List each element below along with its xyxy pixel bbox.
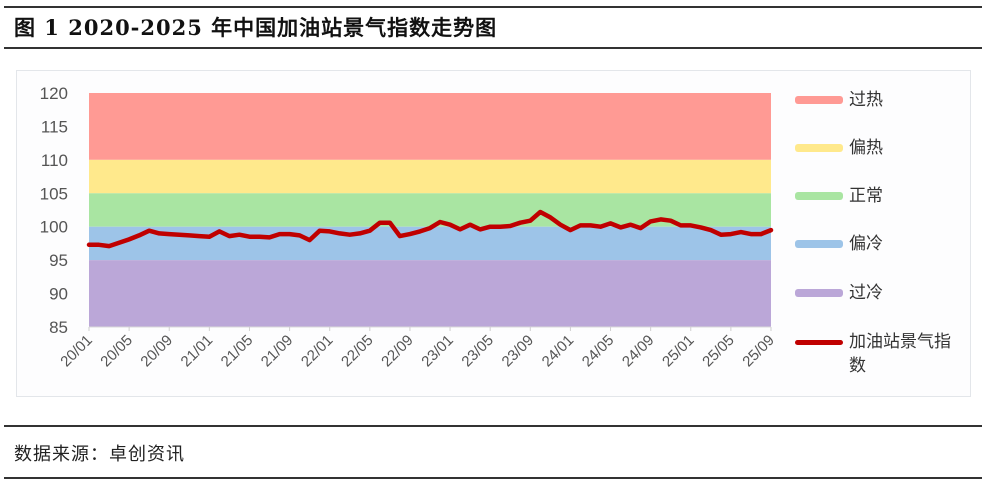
legend-item-warm: 偏热	[795, 136, 961, 160]
band-过热	[89, 93, 771, 160]
bottom-rule	[4, 477, 982, 479]
swatch-cool	[795, 240, 843, 248]
x-axis: 20/01 20/05 20/09 21/01 21/05 21/09 22/01 22/05…	[57, 326, 778, 371]
swatch-warm	[795, 144, 843, 152]
threshold-bands	[89, 93, 771, 327]
band-偏热	[89, 159, 771, 194]
swatch-overheat	[795, 96, 843, 104]
x-tick-label: 20/05	[97, 332, 136, 371]
legend-item-normal: 正常	[795, 184, 961, 208]
figure-title: 图 1 2020-2025 年中国加油站景气指数走势图	[14, 15, 498, 40]
legend-label: 偏冷	[849, 234, 883, 254]
band-偏冷	[89, 226, 771, 261]
x-tick-label: 23/05	[458, 332, 497, 371]
x-tick-label: 21/01	[178, 332, 217, 371]
legend-item-index: 加油站景气指数	[795, 330, 961, 378]
x-tick-label: 24/09	[619, 332, 658, 371]
y-tick-label: 95	[49, 251, 68, 270]
x-tick-label: 21/09	[258, 332, 297, 371]
legend-label: 正常	[849, 186, 883, 206]
legend-label: 偏热	[849, 138, 883, 158]
index-line	[86, 209, 774, 249]
y-tick-label: 90	[49, 285, 68, 304]
legend-item-cool: 偏冷	[795, 232, 961, 256]
x-tick-label: 20/09	[137, 332, 176, 371]
legend-label: 过冷	[849, 283, 883, 303]
title-rule	[4, 47, 982, 49]
swatch-normal	[795, 192, 843, 200]
legend-label: 加油站景气指数	[849, 332, 951, 376]
x-tick-label: 22/09	[378, 332, 417, 371]
x-tick-label: 23/09	[499, 332, 538, 371]
y-tick-label: 105	[40, 184, 68, 203]
x-tick-label: 24/05	[579, 332, 618, 371]
legend-label: 过热	[849, 90, 883, 110]
x-tick-label: 22/05	[338, 332, 377, 371]
legend-item-overcold: 过冷	[795, 281, 961, 305]
source-top-rule	[4, 425, 982, 427]
x-tick-label: 25/01	[659, 332, 698, 371]
swatch-index-line	[795, 340, 843, 345]
y-tick-label: 120	[40, 84, 68, 103]
x-tick-label: 20/01	[57, 332, 96, 371]
swatch-overcold	[795, 289, 843, 297]
top-rule	[4, 6, 982, 8]
x-tick-label: 21/05	[218, 332, 257, 371]
y-tick-label: 110	[41, 151, 68, 170]
x-tick-label: 23/01	[418, 332, 457, 371]
y-axis: 85 90 95 100 105 110 115 120	[40, 84, 68, 337]
x-tick-label: 25/05	[699, 332, 738, 371]
y-tick-label: 85	[49, 318, 68, 337]
y-tick-label: 115	[41, 117, 68, 136]
legend-item-overheat: 过热	[795, 88, 961, 112]
x-tick-label: 22/01	[298, 332, 337, 371]
data-source: 数据来源：卓创资讯	[14, 444, 185, 465]
x-tick-label: 24/01	[539, 332, 578, 371]
band-过冷	[89, 260, 771, 327]
x-tick-label: 25/09	[739, 332, 778, 371]
y-tick-label: 100	[40, 218, 68, 237]
